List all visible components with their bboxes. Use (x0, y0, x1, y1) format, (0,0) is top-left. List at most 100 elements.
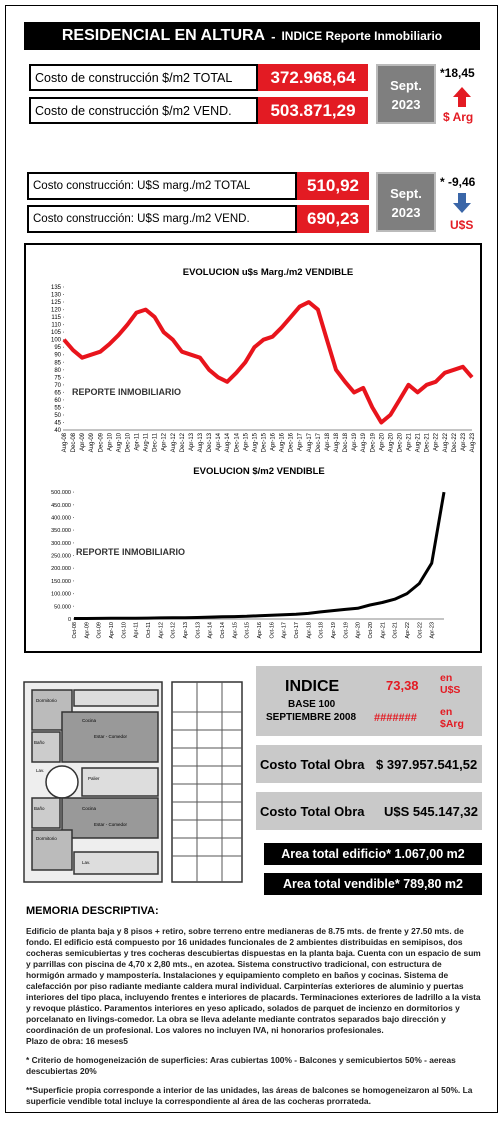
index-usd-unit: en U$S (440, 672, 461, 696)
x-tick-label: Dec-21 (425, 432, 431, 452)
y-tick-label: 45 (54, 420, 61, 426)
x-tick-label: Apr-14 (208, 622, 214, 639)
x-tick-label: Dec-12 (180, 432, 186, 452)
index-ars: ####### (374, 712, 417, 724)
x-tick-label: Apr-16 (271, 432, 277, 451)
y-tick-label: 120 (51, 308, 62, 314)
x-tick-label: Oct-14 (220, 622, 226, 639)
cost-value: 690,23 (297, 205, 369, 233)
arrow-up (453, 87, 471, 107)
x-tick-label: Dec-19 (370, 432, 376, 452)
y-tick-label: 50.000 (54, 604, 71, 610)
y-tick-label: 80 (54, 368, 61, 374)
chart-title: EVOLUCION u$s Marg./m2 VENDIBLE (183, 267, 354, 278)
memoria-title: MEMORIA DESCRIPTIVA: (26, 905, 159, 917)
x-tick-label: Dec-18 (343, 432, 349, 452)
y-tick-label: 85 (54, 360, 61, 366)
room-label: Lav. (82, 860, 90, 865)
index-title: INDICE (285, 678, 340, 695)
x-tick-label: Dec-22 (452, 432, 458, 452)
x-tick-label: Apr-16 (257, 622, 263, 639)
x-tick-label: Aug-12 (171, 432, 177, 452)
change: * -9,46 (440, 175, 476, 189)
x-tick-label: Aug-19 (361, 432, 367, 452)
y-tick-label: 0 (68, 617, 71, 623)
x-tick-label: Oct-13 (195, 622, 201, 639)
y-tick-label: 50 (54, 413, 61, 419)
total-row: Costo Total Obra $ 397.957.541,52 (256, 745, 482, 783)
room-label: Palier (88, 776, 100, 781)
x-tick-label: Oct-17 (294, 622, 300, 639)
x-tick-label: Dec-16 (289, 432, 295, 452)
plans: Dormitorio Baño Cocina Estar - Comedor Palie… (23, 681, 243, 883)
y-tick-label: 65 (54, 390, 61, 396)
x-tick-label: Aug-22 (443, 432, 449, 452)
y-tick-label: 100.000 (51, 592, 71, 598)
x-tick-label: Aug-21 (416, 432, 422, 452)
memoria-body: Edificio de planta baja y 8 pisos + reti… (26, 926, 481, 1035)
x-tick-label: Oct-18 (319, 622, 325, 639)
x-tick-label: Aug-08 (62, 432, 68, 452)
index-base-date: SEPTIEMBRE 2008 (266, 712, 357, 723)
arrow-down (453, 193, 471, 213)
room-label: Baño (34, 740, 45, 745)
cost-label: Costo de construcción $/m2 VEND. (29, 97, 258, 124)
x-tick-label: Dec-13 (207, 432, 213, 452)
total-value: U$S 545.147,32 (384, 803, 478, 819)
x-tick-label: Aug-10 (116, 432, 122, 452)
x-tick-label: Apr-09 (80, 432, 86, 451)
x-tick-label: Apr-13 (183, 622, 189, 639)
cost-label: Costo construcción: U$S marg./m2 TOTAL (27, 172, 297, 200)
x-tick-label: Dec-20 (397, 432, 403, 452)
watermark: REPORTE INMOBILIARIO (76, 547, 185, 557)
total-label: Costo Total Obra (260, 803, 365, 819)
room-label: Cocina (82, 718, 97, 723)
header-subtitle: INDICE Reporte Inmobiliario (281, 29, 443, 43)
header-separator: - (271, 28, 276, 44)
x-tick-label: Oct-19 (343, 622, 349, 639)
x-tick-label: Dec-08 (71, 432, 77, 452)
watermark: REPORTE INMOBILIARIO (72, 387, 181, 397)
y-tick-label: 450.000 (51, 503, 71, 509)
y-tick-label: 90 (54, 353, 61, 359)
memoria-text: Edificio de planta baja y 8 pisos + reti… (26, 926, 482, 1107)
change-unit: U$S (450, 218, 474, 232)
memoria-note: **Superficie propia corresponde a interi… (26, 1085, 473, 1106)
x-tick-label: Aug-16 (280, 432, 286, 452)
x-tick-label: Apr-21 (380, 622, 386, 639)
x-tick-label: Dec-14 (234, 432, 240, 452)
memoria-note: * Criterio de homogeneización de superfi… (26, 1055, 456, 1076)
x-tick-label: Apr-23 (430, 622, 436, 639)
x-tick-label: Apr-20 (379, 432, 385, 451)
x-tick-label: Apr-20 (356, 622, 362, 639)
y-tick-label: 55 (54, 405, 61, 411)
cost-label: Costo de construcción $/m2 TOTAL (29, 64, 258, 91)
x-tick-label: Apr-21 (407, 432, 413, 451)
y-tick-label: 95 (54, 345, 61, 351)
x-tick-label: Oct-10 (121, 622, 127, 639)
y-tick-label: 100 (51, 338, 62, 344)
y-tick-label: 40 (54, 428, 61, 434)
x-tick-label: Apr-19 (331, 622, 337, 639)
x-tick-label: Oct-21 (393, 622, 399, 639)
x-tick-label: Oct-22 (417, 622, 423, 639)
index-usd: 73,38 (386, 678, 419, 693)
x-tick-label: Apr-18 (306, 622, 312, 639)
y-tick-label: 300.000 (51, 541, 71, 547)
cost-value: 372.968,64 (258, 64, 368, 91)
x-tick-label: Dec-17 (316, 432, 322, 452)
index-base: BASE 100 (288, 699, 336, 710)
y-tick-label: 350.000 (51, 528, 71, 534)
x-tick-label: Apr-10 (107, 432, 113, 451)
memoria-term: Plazo de obra: 16 meses5 (26, 1036, 128, 1046)
y-tick-label: 75 (54, 375, 61, 381)
area-box: Area total vendible* 789,80 m2 (264, 873, 482, 895)
room-label: Lav. (36, 768, 44, 773)
date-year: 2023 (391, 97, 421, 112)
line-series (74, 491, 446, 620)
x-tick-label: Apr-18 (325, 432, 331, 451)
x-tick-label: Apr-22 (405, 622, 411, 639)
header-title: RESIDENCIAL EN ALTURA (61, 27, 266, 44)
page-frame (5, 5, 498, 1113)
